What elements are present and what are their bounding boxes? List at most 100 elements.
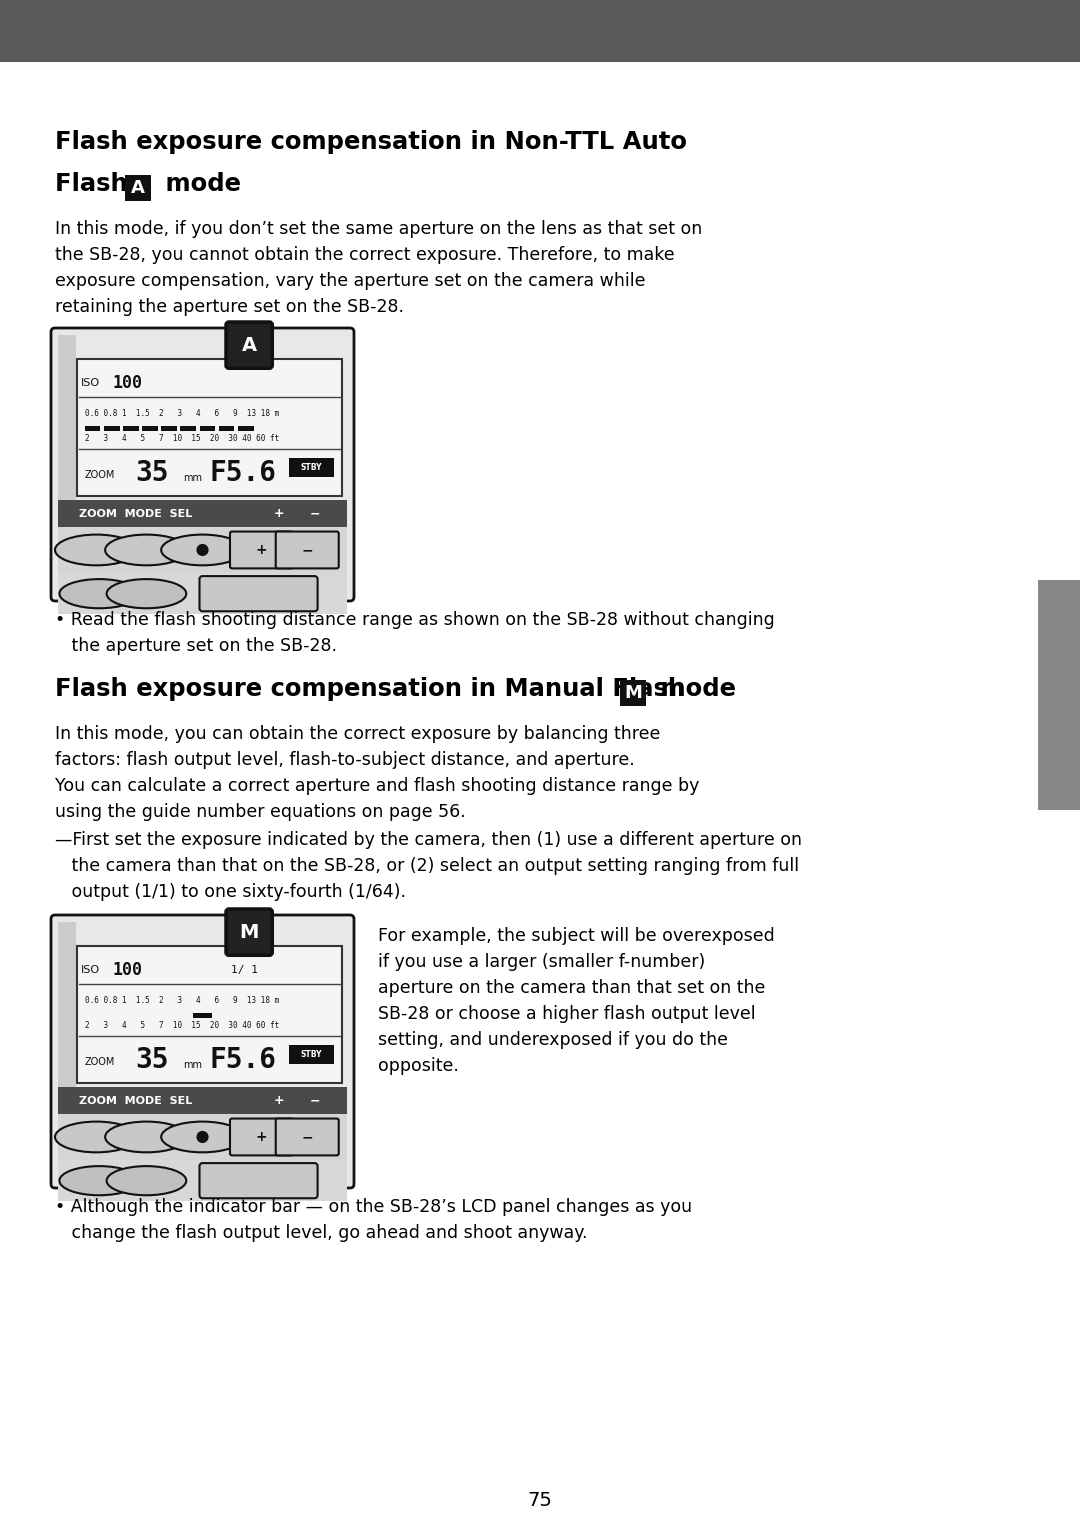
Text: A: A (242, 336, 257, 355)
FancyBboxPatch shape (226, 909, 272, 955)
Text: Flash: Flash (55, 172, 136, 197)
Text: mm: mm (183, 1060, 202, 1071)
Text: +: + (256, 542, 268, 558)
Bar (161, 425, 177, 430)
Bar (58, 573, 347, 614)
Text: Flash exposure compensation in Manual Flash: Flash exposure compensation in Manual Fl… (55, 677, 693, 700)
FancyBboxPatch shape (51, 915, 354, 1187)
Text: You can calculate a correct aperture and flash shooting distance range by: You can calculate a correct aperture and… (55, 777, 700, 796)
Text: the aperture set on the SB-28.: the aperture set on the SB-28. (55, 637, 337, 654)
Text: 35: 35 (135, 1046, 168, 1074)
Ellipse shape (161, 1121, 244, 1152)
Text: F5.6: F5.6 (210, 459, 276, 487)
Text: aperture on the camera than that set on the: aperture on the camera than that set on … (378, 978, 766, 997)
Text: STBY: STBY (300, 462, 322, 472)
Ellipse shape (107, 1166, 186, 1195)
Text: 100: 100 (112, 962, 143, 980)
Bar (180, 425, 197, 430)
Ellipse shape (105, 1121, 188, 1152)
Ellipse shape (55, 535, 137, 565)
Bar (58, 922, 76, 1181)
Text: factors: flash output level, flash-to-subject distance, and aperture.: factors: flash output level, flash-to-su… (55, 751, 635, 770)
Text: +: + (274, 1094, 284, 1107)
Text: exposure compensation, vary the aperture set on the camera while: exposure compensation, vary the aperture… (55, 272, 646, 290)
Text: STBY: STBY (300, 1051, 322, 1058)
Text: using the guide number equations on page 56.: using the guide number equations on page… (55, 803, 465, 822)
Text: if you use a larger (smaller f-number): if you use a larger (smaller f-number) (378, 952, 705, 971)
Ellipse shape (107, 579, 186, 608)
Ellipse shape (105, 535, 188, 565)
Text: setting, and underexposed if you do the: setting, and underexposed if you do the (378, 1031, 728, 1049)
FancyBboxPatch shape (230, 531, 293, 568)
Bar (58, 1114, 347, 1160)
Text: 0.6 0.8 1  1.5  2   3   4   6   9  13 18 m: 0.6 0.8 1 1.5 2 3 4 6 9 13 18 m (84, 409, 279, 418)
Bar (1038, 581, 1080, 809)
Bar (193, 1014, 212, 1018)
Text: ZOOM  MODE  SEL: ZOOM MODE SEL (79, 1095, 192, 1106)
FancyBboxPatch shape (200, 576, 318, 611)
FancyBboxPatch shape (275, 531, 339, 568)
Text: 2   3   4   5   7  10  15  20  30 40 60 ft: 2 3 4 5 7 10 15 20 30 40 60 ft (84, 1021, 279, 1031)
Text: ZOOM: ZOOM (84, 470, 116, 479)
Bar (289, 458, 334, 478)
Text: ZOOM  MODE  SEL: ZOOM MODE SEL (79, 508, 192, 519)
Bar (58, 501, 347, 527)
Bar (620, 680, 646, 707)
Ellipse shape (161, 535, 244, 565)
Bar (143, 425, 158, 430)
Text: 100: 100 (112, 375, 143, 392)
Ellipse shape (55, 1121, 137, 1152)
Text: retaining the aperture set on the SB-28.: retaining the aperture set on the SB-28. (55, 298, 404, 316)
Text: • Although the indicator bar — on the SB-28’s LCD panel changes as you: • Although the indicator bar — on the SB… (55, 1198, 692, 1217)
Text: −: − (301, 542, 313, 558)
Bar (58, 527, 347, 573)
Text: −: − (309, 1094, 320, 1107)
Bar (123, 425, 138, 430)
Text: ZOOM: ZOOM (84, 1057, 116, 1068)
Bar (219, 425, 234, 430)
Text: M: M (240, 923, 259, 942)
FancyBboxPatch shape (51, 329, 354, 601)
Text: ISO: ISO (81, 965, 99, 975)
Text: A: A (131, 180, 145, 197)
Text: F5.6: F5.6 (210, 1046, 276, 1074)
Circle shape (198, 545, 207, 556)
Text: +: + (274, 507, 284, 521)
Text: 75: 75 (527, 1490, 553, 1510)
Text: 1/ 1: 1/ 1 (230, 965, 257, 975)
Bar (0, 0, 1080, 61)
Bar (77, 358, 342, 496)
FancyBboxPatch shape (200, 1163, 318, 1198)
Text: M: M (624, 684, 642, 702)
Text: mode: mode (157, 172, 241, 197)
Bar (77, 946, 342, 1083)
Text: Flash exposure compensation in Non-TTL Auto: Flash exposure compensation in Non-TTL A… (55, 131, 687, 154)
Bar (238, 425, 254, 430)
Text: mm: mm (183, 473, 202, 482)
Text: ISO: ISO (81, 378, 99, 389)
Bar (200, 425, 215, 430)
Text: change the flash output level, go ahead and shoot anyway.: change the flash output level, go ahead … (55, 1224, 588, 1243)
Bar (289, 1044, 334, 1064)
Bar (58, 1087, 347, 1114)
Text: —First set the exposure indicated by the camera, then (1) use a different apertu: —First set the exposure indicated by the… (55, 831, 802, 849)
Text: In this mode, if you don’t set the same aperture on the lens as that set on: In this mode, if you don’t set the same … (55, 220, 702, 238)
Text: +: + (256, 1130, 268, 1144)
Text: 2   3   4   5   7  10  15  20  30 40 60 ft: 2 3 4 5 7 10 15 20 30 40 60 ft (84, 435, 279, 442)
Text: mode: mode (652, 677, 735, 700)
Text: opposite.: opposite. (378, 1057, 459, 1075)
Text: In this mode, you can obtain the correct exposure by balancing three: In this mode, you can obtain the correct… (55, 725, 660, 743)
Ellipse shape (59, 1166, 139, 1195)
FancyBboxPatch shape (275, 1118, 339, 1155)
Text: 0.6 0.8 1  1.5  2   3   4   6   9  13 18 m: 0.6 0.8 1 1.5 2 3 4 6 9 13 18 m (84, 997, 279, 1005)
FancyBboxPatch shape (226, 323, 272, 369)
Text: For example, the subject will be overexposed: For example, the subject will be overexp… (378, 928, 774, 945)
Bar (58, 1160, 347, 1201)
Text: −: − (301, 1130, 313, 1144)
Text: the camera than that on the SB-28, or (2) select an output setting ranging from : the camera than that on the SB-28, or (2… (55, 857, 799, 876)
Bar (58, 335, 76, 594)
Text: output (1/1) to one sixty-fourth (1/64).: output (1/1) to one sixty-fourth (1/64). (55, 883, 406, 902)
Text: −: − (309, 507, 320, 521)
Bar (84, 425, 100, 430)
Text: SB-28 or choose a higher flash output level: SB-28 or choose a higher flash output le… (378, 1005, 756, 1023)
